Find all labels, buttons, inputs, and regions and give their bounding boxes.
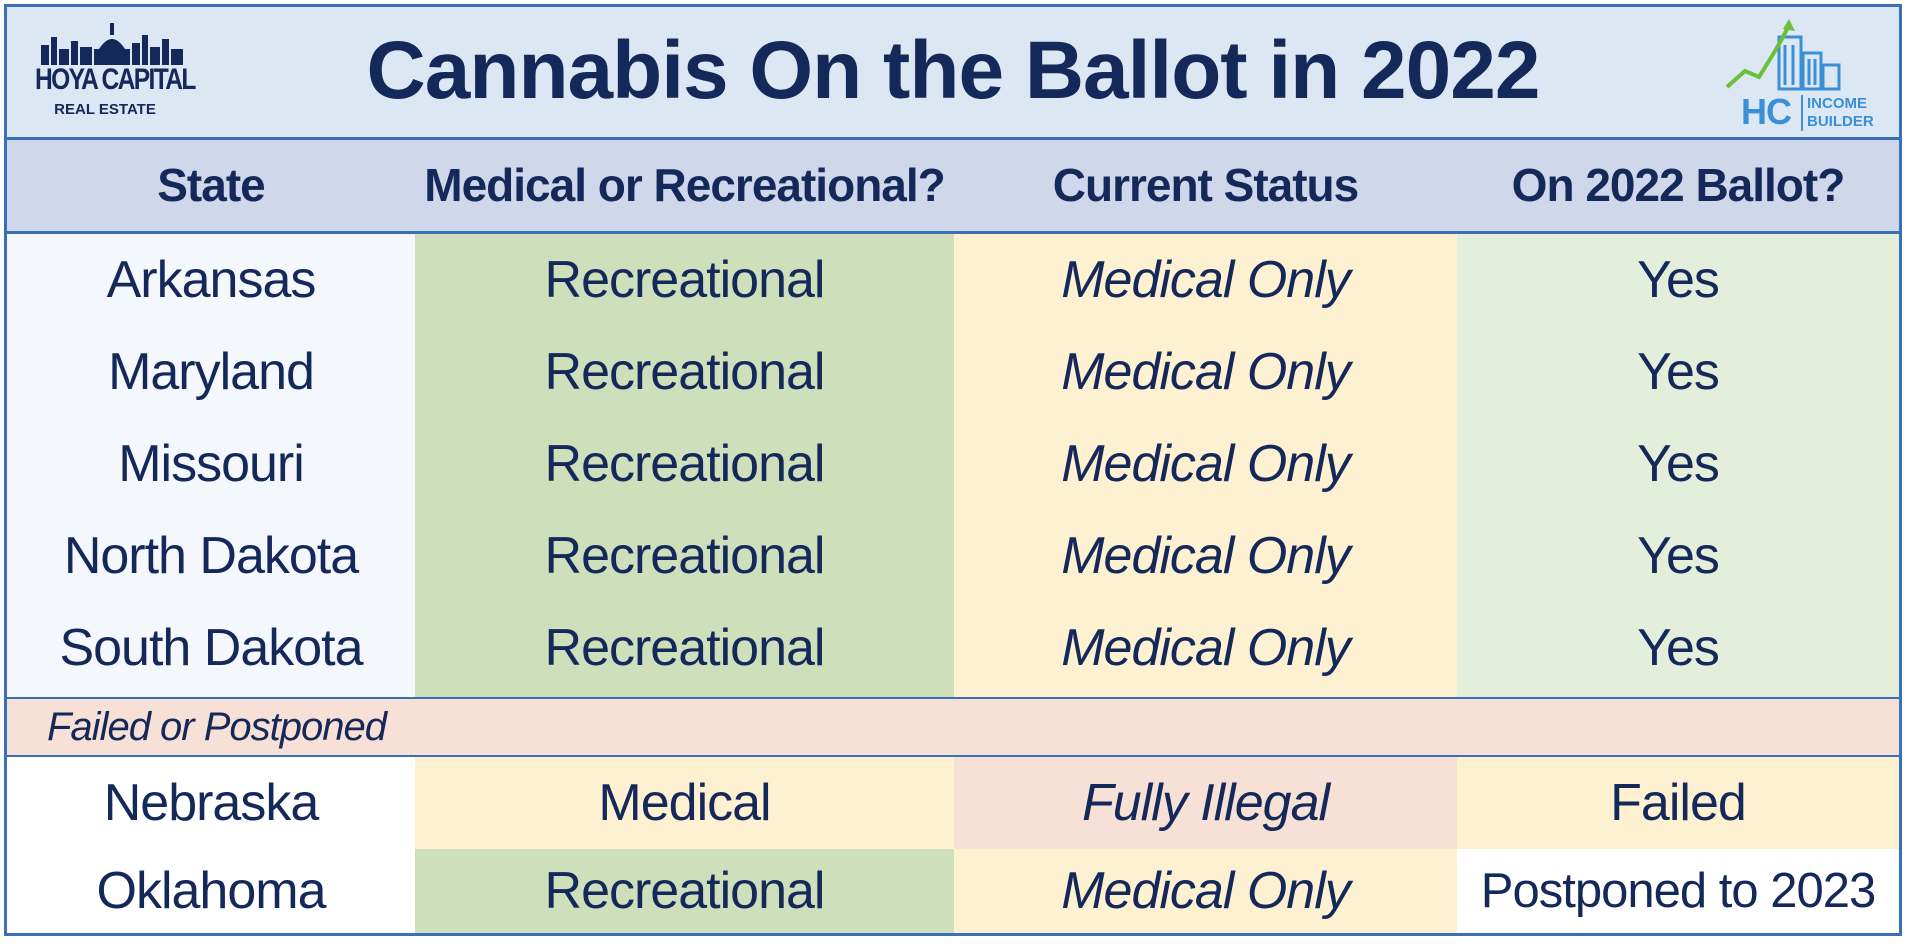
- status-cell: Medical Only: [954, 849, 1457, 933]
- logo-divider: [1801, 95, 1803, 131]
- column-header-state: State: [157, 159, 265, 211]
- type-cell: Recreational: [415, 510, 954, 602]
- state-cell: Nebraska: [7, 757, 415, 849]
- logo-initials: HC: [1741, 91, 1792, 132]
- state-cell: Maryland: [7, 326, 415, 418]
- status-cell: Medical Only: [954, 602, 1457, 697]
- status-cell: Medical Only: [954, 510, 1457, 602]
- title-bar: HOYA CAPITAL REAL ESTATE Cannabis On the…: [7, 7, 1899, 140]
- type-cell: Recreational: [415, 849, 954, 933]
- state-cell: Missouri: [7, 418, 415, 510]
- status-cell: Medical Only: [954, 418, 1457, 510]
- ballot-cell: Yes: [1457, 602, 1899, 697]
- table-row: Missouri Recreational Medical Only Yes: [7, 418, 1899, 510]
- ballot-cell: Yes: [1457, 234, 1899, 326]
- type-cell: Recreational: [415, 602, 954, 697]
- state-cell: South Dakota: [7, 602, 415, 697]
- section-divider: Failed or Postponed: [7, 697, 1899, 757]
- status-cell: Medical Only: [954, 326, 1457, 418]
- status-cell: Fully Illegal: [954, 757, 1457, 849]
- column-header-status: Current Status: [1052, 159, 1359, 211]
- capitol-skyline-icon: [41, 23, 183, 65]
- type-cell: Recreational: [415, 326, 954, 418]
- page-title: Cannabis On the Ballot in 2022: [366, 25, 1541, 116]
- ballot-table-graphic: HOYA CAPITAL REAL ESTATE Cannabis On the…: [4, 4, 1902, 936]
- logo-subtitle: REAL ESTATE: [54, 101, 156, 118]
- ballot-cell: Yes: [1457, 326, 1899, 418]
- column-header-ballot: On 2022 Ballot?: [1511, 159, 1846, 211]
- table-header: State Medical or Recreational? Current S…: [7, 140, 1899, 234]
- type-cell: Recreational: [415, 418, 954, 510]
- type-cell: Recreational: [415, 234, 954, 326]
- state-cell: Oklahoma: [7, 849, 415, 933]
- ballot-cell: Yes: [1457, 418, 1899, 510]
- section-label: Failed or Postponed: [47, 705, 387, 749]
- table-row: South Dakota Recreational Medical Only Y…: [7, 602, 1899, 697]
- table-row: Maryland Recreational Medical Only Yes: [7, 326, 1899, 418]
- hoya-capital-logo: HOYA CAPITAL REAL ESTATE: [35, 19, 196, 131]
- table-row: Nebraska Medical Fully Illegal Failed: [7, 757, 1899, 849]
- income-builder-logo: HC INCOME BUILDER: [1719, 15, 1874, 133]
- table-row: Arkansas Recreational Medical Only Yes: [7, 234, 1899, 326]
- building-chart-icon: [1725, 19, 1841, 91]
- state-cell: Arkansas: [7, 234, 415, 326]
- logo-line2: BUILDER: [1807, 113, 1874, 130]
- table-row: North Dakota Recreational Medical Only Y…: [7, 510, 1899, 602]
- ballot-cell: Yes: [1457, 510, 1899, 602]
- column-header-type: Medical or Recreational?: [424, 159, 946, 211]
- ballot-cell: Failed: [1457, 757, 1899, 849]
- status-cell: Medical Only: [954, 234, 1457, 326]
- table-row: Oklahoma Recreational Medical Only Postp…: [7, 849, 1899, 933]
- ballot-cell: Postponed to 2023: [1457, 849, 1899, 933]
- state-cell: North Dakota: [7, 510, 415, 602]
- type-cell: Medical: [415, 757, 954, 849]
- logo-line1: INCOME: [1807, 95, 1867, 112]
